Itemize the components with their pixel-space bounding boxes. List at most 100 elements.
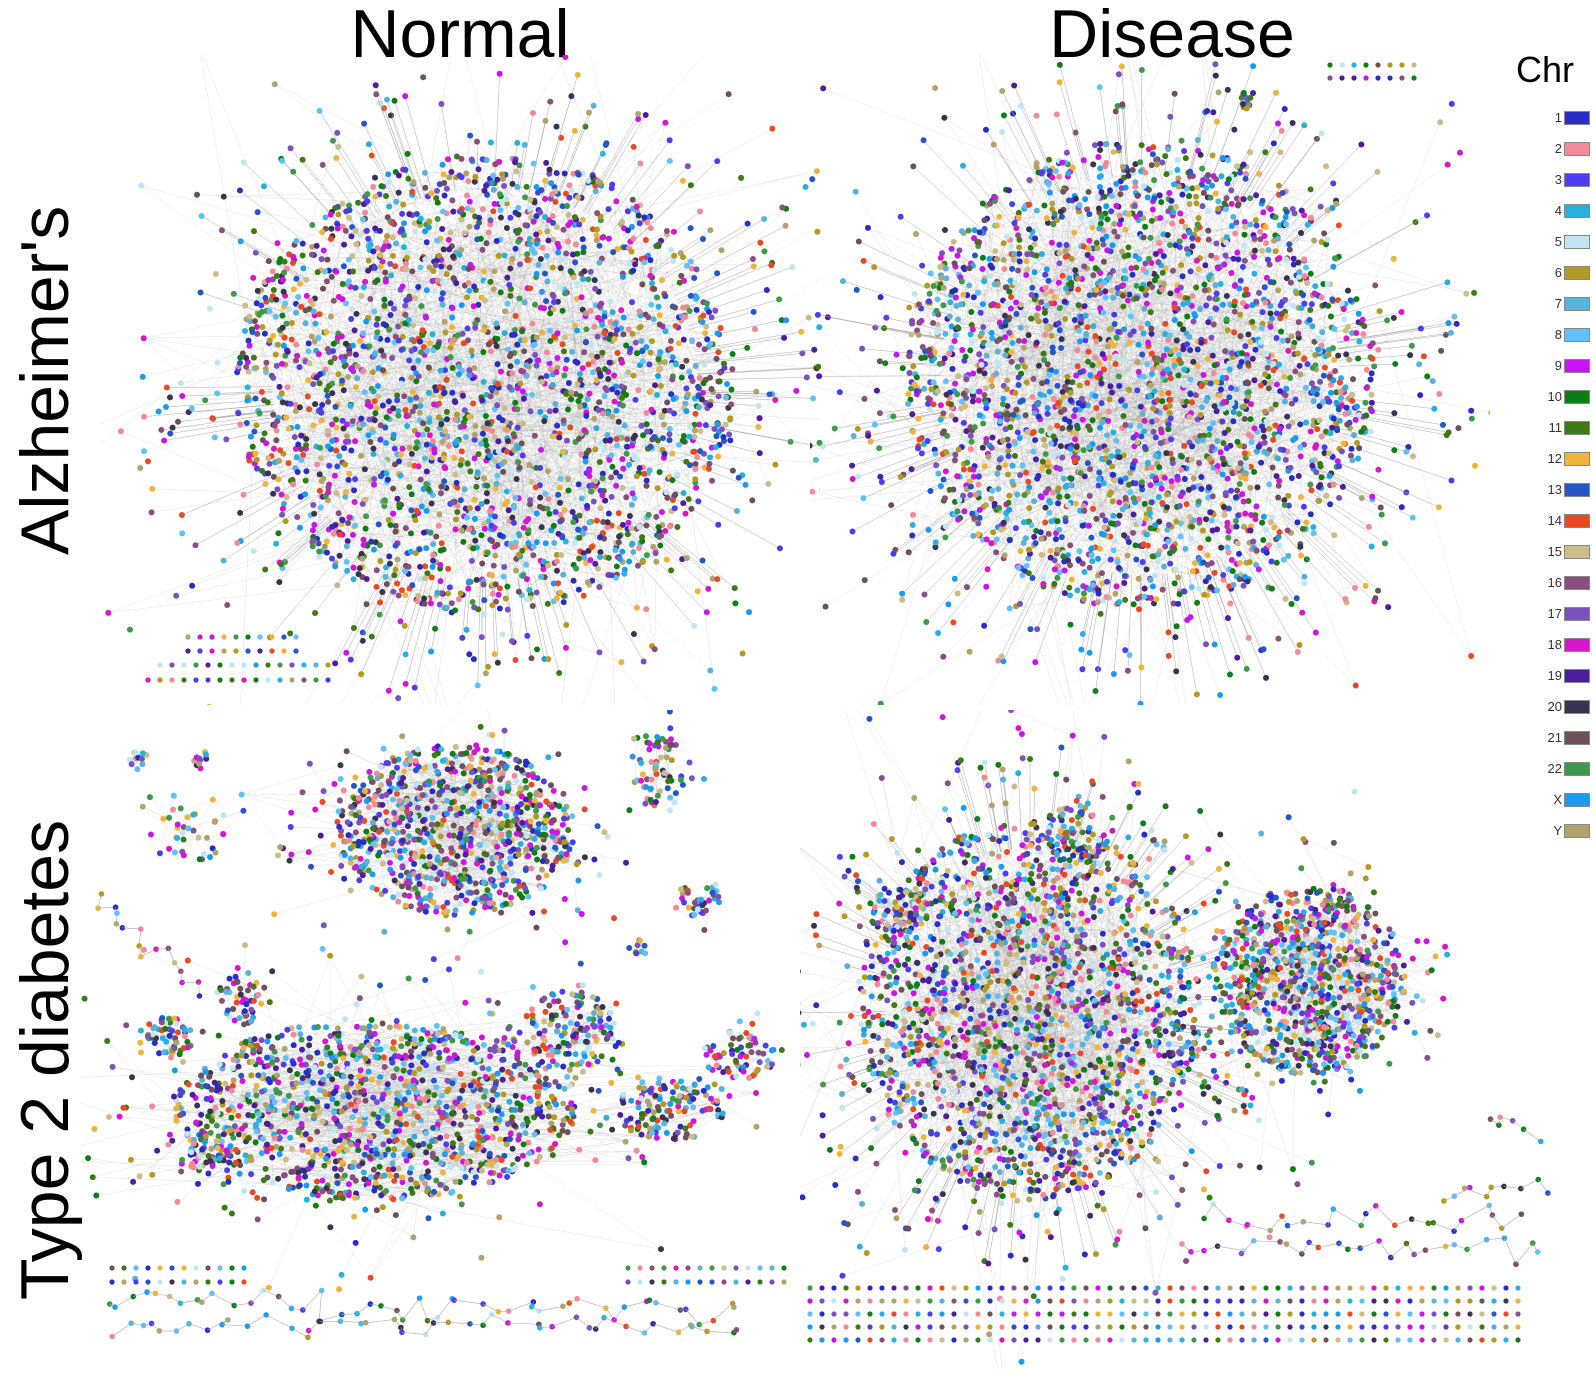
network-node [1438, 347, 1445, 354]
network-node [483, 498, 490, 505]
network-node [270, 490, 277, 497]
network-node [586, 467, 593, 474]
network-node [1193, 691, 1200, 698]
network-node [1088, 545, 1095, 552]
network-node [498, 368, 505, 375]
network-node [619, 273, 626, 280]
network-node [415, 373, 422, 380]
network-node [398, 380, 405, 387]
network-node [635, 115, 642, 122]
network-node [349, 531, 356, 538]
row-title-alzheimers: Alzheimer's [7, 205, 83, 555]
network-node [316, 487, 323, 494]
network-node [1230, 255, 1237, 262]
network-node [1302, 264, 1309, 271]
network-node [1292, 396, 1299, 403]
network-node [1038, 535, 1045, 542]
network-node [1276, 255, 1283, 262]
network-node [1182, 155, 1189, 162]
network-node [1291, 339, 1298, 346]
network-node [983, 405, 990, 412]
network-node [352, 476, 359, 483]
network-node [607, 298, 614, 305]
network-node [315, 335, 322, 342]
network-node [599, 234, 606, 241]
network-node [1384, 317, 1391, 324]
network-node [319, 401, 326, 408]
network-node [1096, 475, 1103, 482]
network-node [733, 507, 740, 514]
network-node [445, 565, 452, 572]
network-node [481, 268, 488, 275]
network-node [1014, 491, 1021, 498]
network-node [983, 400, 990, 407]
network-node [253, 300, 260, 307]
network-node [425, 224, 432, 231]
network-node [608, 452, 615, 459]
network-node [487, 217, 494, 224]
network-node [403, 254, 410, 261]
network-node [1343, 404, 1350, 411]
network-node [1316, 403, 1323, 410]
network-node [940, 284, 947, 291]
network-node [479, 246, 486, 253]
network-node [928, 386, 935, 393]
network-node [1224, 475, 1231, 482]
network-node [1320, 281, 1327, 288]
network-node [1218, 173, 1225, 180]
network-node [908, 385, 915, 392]
network-node [1311, 338, 1318, 345]
network-node [1139, 351, 1146, 358]
network-node [913, 374, 920, 381]
network-node [411, 220, 418, 227]
network-node [395, 408, 402, 415]
network-node [1141, 305, 1148, 312]
network-node [1094, 245, 1101, 252]
network-node [409, 408, 416, 415]
network-node [1110, 429, 1117, 436]
network-node [559, 341, 566, 348]
network-node [209, 415, 216, 422]
network-node [1181, 382, 1188, 389]
network-node [1326, 450, 1333, 457]
network-node [1107, 489, 1114, 496]
network-node [715, 349, 722, 356]
network-node [1099, 351, 1106, 358]
network-node [353, 241, 360, 248]
network-node [389, 355, 396, 362]
network-node [1189, 243, 1196, 250]
network-node [209, 648, 215, 654]
network-node [1243, 170, 1250, 177]
network-node [810, 395, 817, 402]
network-node [318, 417, 325, 424]
network-node [1126, 340, 1133, 347]
network-node [332, 416, 339, 423]
network-node [982, 385, 989, 392]
network-node [623, 450, 630, 457]
network-node [672, 491, 679, 498]
network-node [437, 367, 444, 374]
network-node [626, 512, 633, 519]
network-node [408, 374, 415, 381]
network-node [400, 244, 407, 251]
network-node [1398, 308, 1405, 315]
network-node [1114, 102, 1121, 109]
network-node [376, 542, 383, 549]
network-node [1260, 513, 1267, 520]
network-node [515, 238, 522, 245]
network-node [390, 305, 397, 312]
network-node [1440, 421, 1447, 428]
network-node [1029, 430, 1036, 437]
network-node [1261, 439, 1268, 446]
network-node [547, 366, 554, 373]
network-node [514, 406, 521, 413]
network-node [366, 343, 373, 350]
network-node [649, 280, 656, 287]
network-node [619, 402, 626, 409]
network-node [860, 257, 867, 264]
network-node [592, 285, 599, 292]
network-node [954, 590, 961, 597]
network-node [400, 201, 407, 208]
network-node [691, 275, 698, 282]
network-node [514, 139, 521, 146]
